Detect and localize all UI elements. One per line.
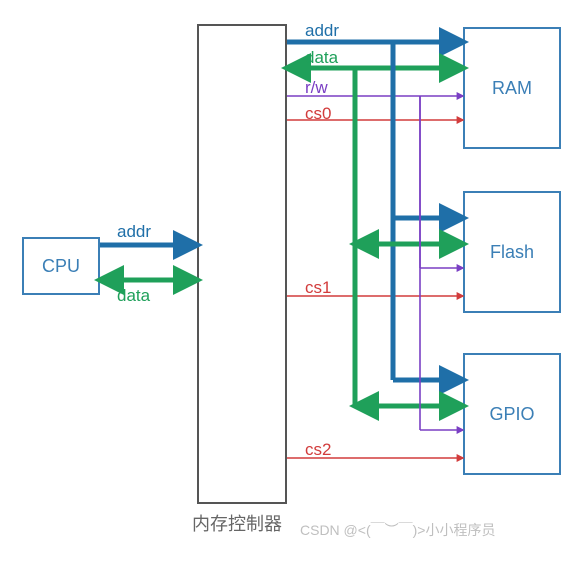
cs2-label: cs2 [305,440,331,460]
cpu-label: CPU [42,256,80,277]
addr-label-right: addr [305,21,339,41]
cs0-label: cs0 [305,104,331,124]
memory-controller-caption: 内存控制器 [192,510,282,536]
watermark-text: CSDN @<(￣︶￣)>小小程序员 [300,520,495,540]
cpu-box: CPU [22,237,100,295]
gpio-box: GPIO [463,353,561,475]
cs1-label: cs1 [305,278,331,298]
addr-label-left: addr [117,222,151,242]
ram-box: RAM [463,27,561,149]
flash-box: Flash [463,191,561,313]
flash-label: Flash [490,242,534,263]
rw-label: r/w [305,78,328,98]
data-label-right: data [305,48,338,68]
memory-controller-box [197,24,287,504]
data-label-left: data [117,286,150,306]
ram-label: RAM [492,78,532,99]
gpio-label: GPIO [489,404,534,425]
